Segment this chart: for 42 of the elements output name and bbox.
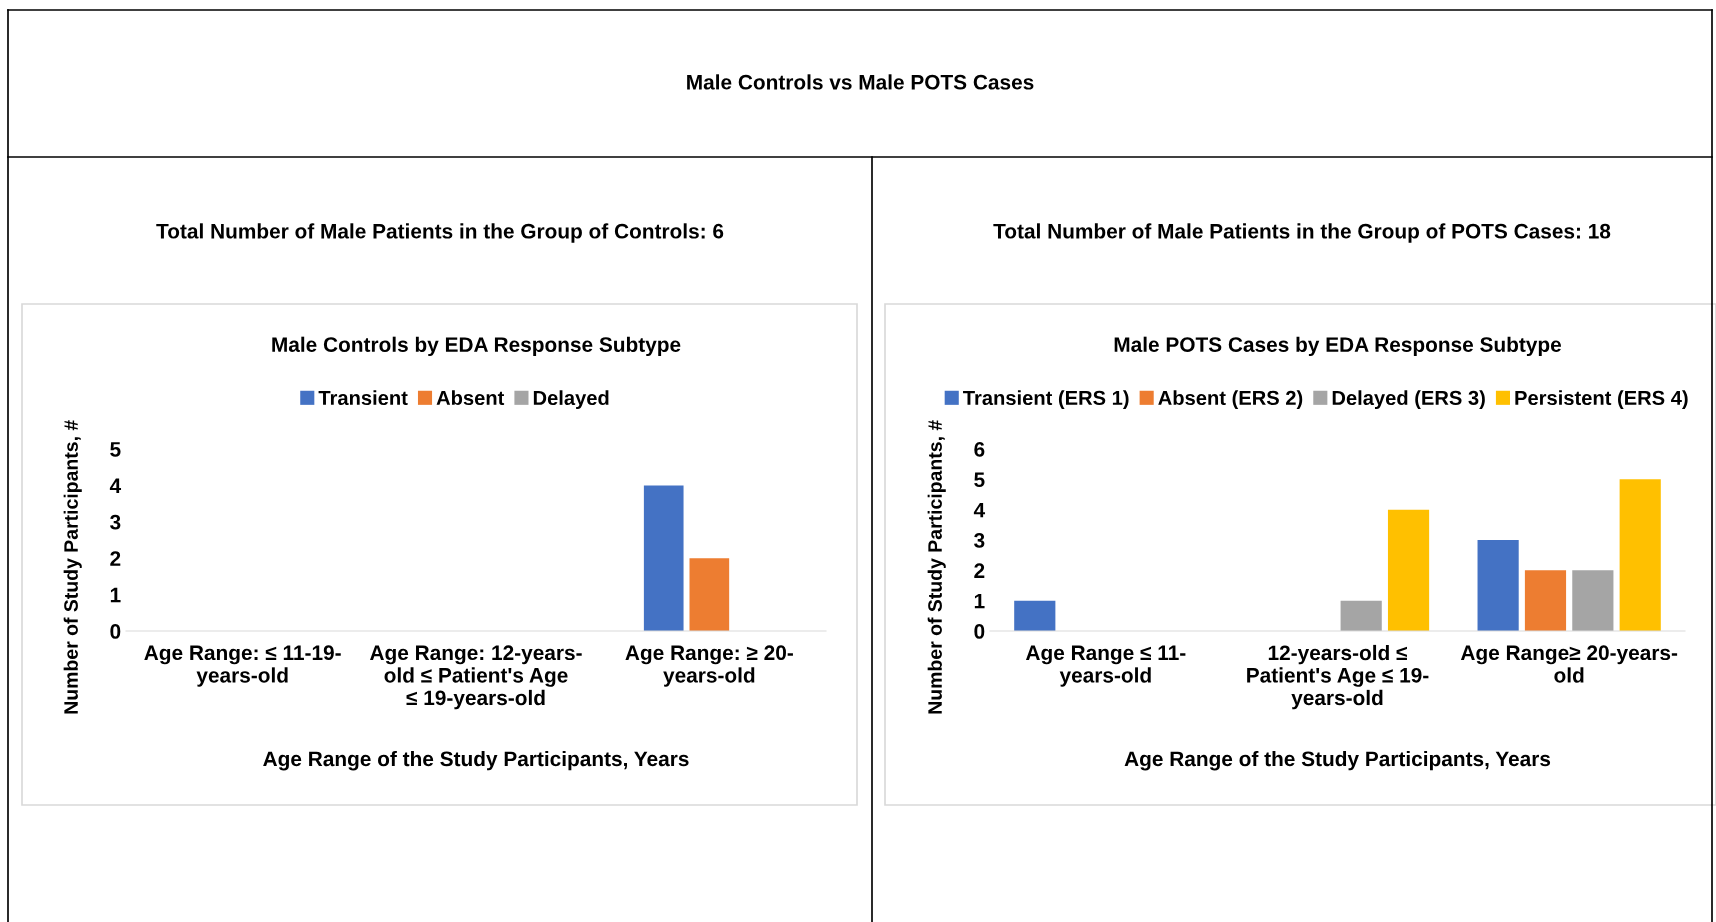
y-tick-label: 0 [974, 624, 985, 639]
x-tick-label: Age Range≥ 20-years-old [1460, 645, 1678, 683]
legend-label: Transient [318, 390, 408, 406]
x-tick-label: Age Range ≤ 11-years-old [1025, 645, 1186, 687]
y-tick-label: 3 [110, 514, 121, 530]
bar [1524, 570, 1567, 631]
x-axis-title: Age Range of the Study Participants, Years [1124, 750, 1551, 771]
y-tick-label: 4 [973, 502, 986, 518]
y-tick-label: 3 [974, 533, 985, 548]
x-axis-title: Age Range of the Study Participants, Years [263, 750, 689, 771]
x-tick-label: Age Range: ≥ 20-years-old [625, 645, 793, 687]
y-tick-label: 5 [974, 472, 985, 488]
y-tick-label: 0 [110, 624, 121, 639]
legend-label: Delayed [533, 390, 609, 410]
chart-title: Male Controls by EDA Response Subtype [272, 336, 681, 357]
x-tick-label: 12-years-old ≤ Patient's Age ≤ 19-years-old [1247, 644, 1429, 710]
chart-subtitle: Total Number of Male Patients in the Group of Controls: 6 [156, 223, 724, 243]
bar [1572, 570, 1614, 631]
y-tick-label: 6 [974, 442, 985, 457]
text: Male Controls vs Male POTS Cases [687, 74, 1034, 90]
legend-label: Transient (ERS 1) [963, 390, 1129, 410]
y-tick-label: 4 [109, 478, 122, 493]
bar [1014, 600, 1056, 631]
x-tick-label: Age Range: 12-years-old ≤ Patient's Age ≤ 19-years-old [370, 645, 582, 710]
y-tick-label: 1 [110, 587, 121, 603]
y-tick-label: 1 [974, 593, 985, 609]
legend-label: Delayed (ERS 3) [1332, 390, 1485, 410]
y-tick-label: 2 [974, 563, 985, 578]
chart-subtitle: Total Number of Male Patients in the Group of POTS Cases: 18 [993, 223, 1611, 243]
bar [1619, 479, 1661, 631]
bar [1340, 600, 1382, 631]
y-axis-title: Number of Study Participants, # [927, 420, 946, 714]
legend-label: Persistent (ERS 4) [1515, 390, 1688, 410]
legend-label: Absent (ERS 2) [1158, 390, 1303, 410]
y-tick-label: 5 [110, 442, 121, 457]
legend-label: Absent [436, 390, 505, 406]
x-tick-label: Age Range: ≤ 11-19-years-old [144, 645, 341, 687]
bar [1387, 509, 1430, 631]
bar [1477, 540, 1519, 631]
y-axis-title: Number of Study Participants, # [63, 420, 82, 714]
chart-title: Male POTS Cases by EDA Response Subtype [1114, 336, 1562, 357]
y-tick-label: 2 [110, 551, 121, 566]
